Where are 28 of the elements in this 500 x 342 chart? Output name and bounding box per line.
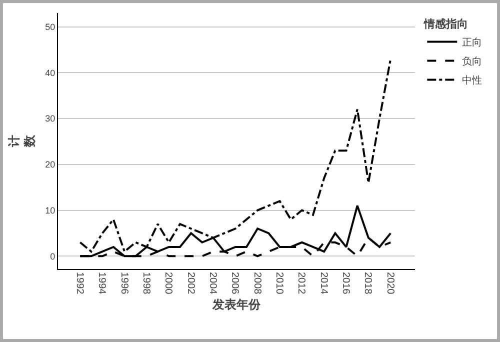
legend-label: 正向	[462, 36, 482, 49]
y-tick-label: 0	[50, 251, 56, 262]
line-series	[79, 58, 392, 253]
y-tick-label: 40	[45, 68, 56, 78]
x-tick-label: 2004	[206, 272, 218, 295]
x-tick-label: 1992	[74, 272, 85, 295]
x-tick-label: 1994	[96, 272, 108, 295]
x-tick-label: 2010	[273, 272, 284, 295]
y-tick-label: 50	[45, 22, 56, 32]
x-tick-label: 2012	[296, 272, 307, 295]
legend-title: 情感指向	[423, 17, 468, 30]
x-tick-label: 2002	[184, 272, 196, 295]
x-tick-label: 2006	[229, 272, 240, 295]
legend-label: 中性	[462, 74, 482, 87]
x-tick-label: 1998	[140, 272, 152, 295]
x-tick-label: 2020	[384, 272, 396, 295]
y-tick-label: 10	[45, 205, 56, 216]
x-tick-label: 2014	[318, 272, 329, 295]
x-tick-label: 2018	[362, 272, 374, 295]
x-tick-label: 2000	[162, 272, 174, 295]
legend-label: 负向	[462, 56, 482, 68]
x-tick-label: 1996	[118, 272, 130, 295]
y-tick-label: 30	[45, 114, 56, 124]
y-tick-label: 20	[45, 160, 56, 170]
x-axis-title: 发表年份	[212, 298, 262, 312]
x-tick-label: 2008	[251, 272, 262, 295]
x-tick-label: 2016	[340, 272, 352, 295]
y-axis-title: 计数	[6, 134, 36, 148]
